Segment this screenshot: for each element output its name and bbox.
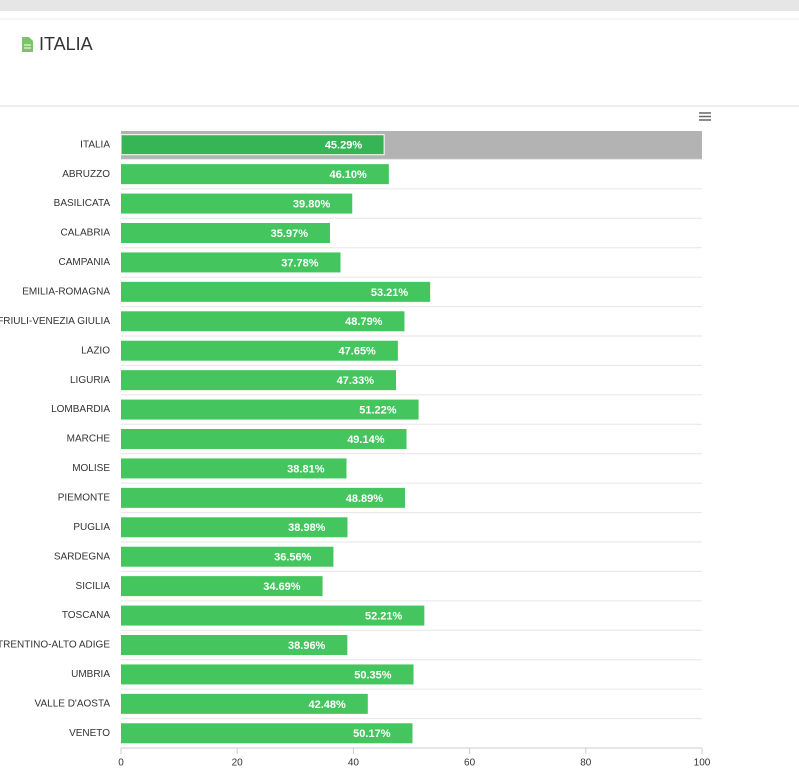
bar: [121, 399, 419, 420]
x-tick-label: 40: [348, 758, 360, 769]
value-label: 53.21%: [371, 287, 409, 299]
value-label: 34.69%: [263, 581, 301, 593]
bar: [121, 458, 347, 479]
bar: [121, 605, 425, 626]
y-tick-label: EMILIA-ROMAGNA: [22, 286, 110, 297]
x-tick-label: 20: [232, 758, 244, 769]
y-tick-label: PIEMONTE: [58, 492, 111, 503]
value-label: 42.48%: [308, 699, 346, 711]
value-label: 48.79%: [345, 316, 383, 328]
bar: [121, 487, 406, 508]
bar: [121, 429, 407, 449]
bar: [121, 252, 341, 273]
bar: [121, 223, 330, 243]
value-label: 51.22%: [359, 404, 397, 416]
y-tick-label: UMBRIA: [71, 669, 110, 680]
value-label: 48.89%: [346, 493, 384, 505]
bar: [120, 134, 385, 156]
value-label: 45.29%: [325, 140, 363, 152]
y-tick-label: LOMBARDIA: [51, 404, 110, 415]
bar: [121, 546, 334, 567]
value-label: 52.21%: [365, 610, 403, 622]
bar: [121, 340, 398, 361]
y-tick-label: MARCHE: [67, 434, 111, 445]
bar: [121, 693, 368, 714]
page-title: ITALIA: [39, 34, 93, 54]
value-label: 37.78%: [281, 257, 319, 269]
y-tick-label: CAMPANIA: [59, 257, 111, 268]
menu-button[interactable]: [699, 112, 711, 121]
y-tick-label: PUGLIA: [73, 522, 110, 533]
value-label: 39.80%: [293, 198, 331, 210]
value-label: 36.56%: [274, 552, 312, 564]
bar: [121, 281, 431, 302]
value-label: 50.17%: [353, 728, 391, 740]
bar: [121, 576, 323, 597]
bar: [121, 193, 353, 214]
x-tick-label: 60: [464, 758, 476, 769]
y-tick-label: ABRUZZO: [62, 169, 110, 180]
value-label: 38.81%: [287, 463, 325, 475]
value-label: 38.96%: [288, 640, 326, 652]
y-tick-label: ITALIA: [80, 139, 110, 150]
y-tick-label: TOSCANA: [62, 610, 110, 621]
bar: [121, 635, 348, 655]
y-tick-label: VENETO: [69, 728, 110, 739]
y-tick-label: MOLISE: [72, 463, 110, 474]
y-tick-label: CALABRIA: [61, 228, 111, 239]
value-label: 47.33%: [337, 375, 375, 387]
y-tick-label: LAZIO: [81, 345, 110, 356]
y-tick-label: FRIULI-VENEZIA GIULIA: [0, 316, 110, 327]
doc-icon: [22, 37, 33, 52]
y-tick-label: VALLE D'AOSTA: [35, 698, 111, 709]
bar: [121, 164, 389, 185]
value-label: 47.65%: [339, 346, 377, 358]
y-tick-label: LIGURIA: [70, 375, 110, 386]
top-strip: [0, 0, 799, 11]
y-tick-label: TRENTINO-ALTO ADIGE: [0, 640, 110, 651]
x-tick-label: 80: [580, 758, 592, 769]
value-label: 46.10%: [330, 169, 368, 181]
bar: [121, 664, 414, 685]
bar: [121, 723, 413, 744]
value-label: 38.98%: [288, 522, 326, 534]
bar: [121, 311, 405, 332]
y-tick-label: BASILICATA: [54, 198, 111, 209]
y-tick-label: SARDEGNA: [54, 551, 110, 562]
value-label: 50.35%: [354, 669, 392, 681]
x-tick-label: 100: [694, 758, 711, 769]
x-tick-label: 0: [118, 758, 124, 769]
bar: [121, 370, 396, 391]
value-label: 35.97%: [271, 228, 309, 240]
y-tick-label: SICILIA: [76, 581, 111, 592]
bar: [121, 517, 348, 538]
value-label: 49.14%: [347, 434, 385, 446]
